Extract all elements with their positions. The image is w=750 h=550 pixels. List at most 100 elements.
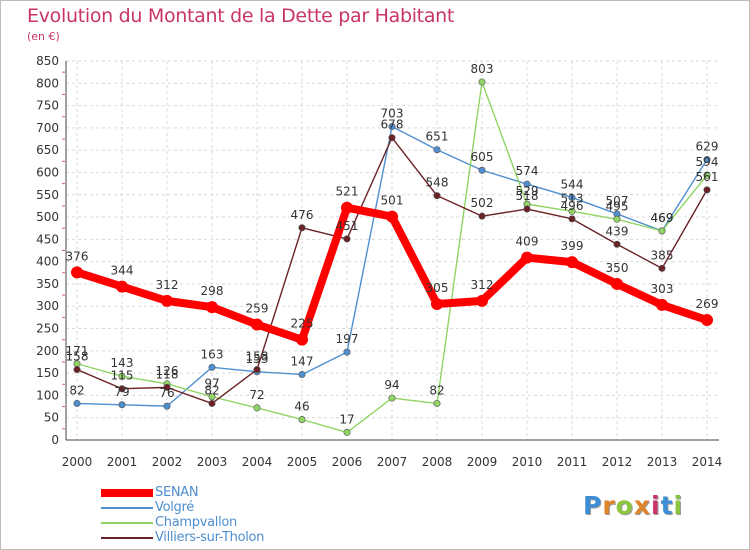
data-label: 376 [66,249,89,263]
data-point [431,298,443,311]
data-point [568,215,576,223]
data-label: 495 [606,199,629,213]
data-point [568,207,576,215]
data-label: 171 [66,344,89,358]
data-label: 82 [429,383,444,397]
data-label: 82 [69,383,84,397]
y-tick-label: 100 [36,388,59,402]
data-point [71,266,83,279]
data-point [208,363,216,371]
data-point [253,366,261,374]
data-label: 502 [471,196,494,210]
data-label: 507 [606,194,629,208]
legend-label: Volgré [155,500,194,515]
data-label: 259 [246,302,269,316]
data-label: 153 [246,352,269,366]
data-point [206,301,218,314]
data-point [433,192,441,200]
data-point [611,277,623,290]
y-tick-label: 500 [36,210,59,224]
logo-letter: i [651,491,661,520]
chart-legend: SENAN Volgré Champvallon Villiers-sur-Tholo… [101,485,264,545]
data-point [388,123,396,131]
data-point [476,294,488,307]
data-point [656,298,668,311]
data-label: 574 [516,164,539,178]
data-point [703,171,711,179]
data-label: 703 [381,107,404,121]
chart-title: Evolution du Montant de la Dette par Hab… [27,5,455,27]
data-label: 115 [111,369,134,383]
data-label: 312 [156,278,179,292]
y-tick-label: 300 [36,299,59,313]
legend-swatch [101,506,153,509]
data-point [478,78,486,86]
chart-unit: (en €) [27,30,60,43]
data-point [163,383,171,391]
data-point [433,399,441,407]
data-point [298,415,306,423]
data-label: 605 [471,150,494,164]
data-label: 225 [291,317,314,331]
data-point [118,385,126,393]
logo-letter: x [633,491,651,520]
data-point [73,366,81,374]
data-point [388,394,396,402]
y-tick-label: 850 [36,54,59,68]
data-point [613,215,621,223]
y-tick-label: 650 [36,143,59,157]
data-point [118,372,126,380]
data-label: 79 [114,385,129,399]
data-label: 305 [426,281,449,295]
logo-letter: P [583,491,603,520]
data-point [613,240,621,248]
data-point [163,402,171,410]
data-label: 469 [651,211,674,225]
legend-item: SENAN [101,485,264,500]
data-label: 126 [156,364,179,378]
y-tick-label: 450 [36,232,59,246]
x-tick-label: 2001 [107,455,138,469]
logo-letter: i [673,491,684,520]
data-label: 651 [426,130,449,144]
legend-label: SENAN [155,485,199,500]
data-label: 303 [651,282,674,296]
data-point [343,235,351,243]
data-label: 594 [696,155,719,169]
data-label: 678 [381,118,404,132]
data-point [658,227,666,235]
data-point [253,404,261,412]
data-label: 521 [336,185,359,199]
data-point [116,280,128,293]
data-label: 158 [66,350,89,364]
data-label: 298 [201,284,224,298]
x-tick-label: 2002 [152,455,183,469]
data-point [521,251,533,264]
logo-letter: o [615,491,634,520]
logo-letter: r [602,491,616,520]
x-tick-label: 2011 [557,455,588,469]
data-label: 163 [201,347,224,361]
data-point [341,201,353,214]
data-label: 197 [336,332,359,346]
data-point [568,193,576,201]
data-label: 469 [651,211,674,225]
data-point [298,224,306,232]
data-point [701,314,713,327]
data-label: 476 [291,208,314,222]
data-point [703,186,711,194]
data-point [386,210,398,223]
data-label: 513 [561,191,584,205]
data-label: 451 [336,219,359,233]
data-label: 548 [426,176,449,190]
data-point [251,318,263,331]
data-label: 350 [606,261,629,275]
data-label: 147 [291,354,314,368]
legend-item: Volgré [101,500,264,515]
y-tick-label: 0 [51,433,59,447]
y-tick-label: 800 [36,76,59,90]
data-label: 46 [294,399,309,413]
data-label: 629 [696,140,719,154]
